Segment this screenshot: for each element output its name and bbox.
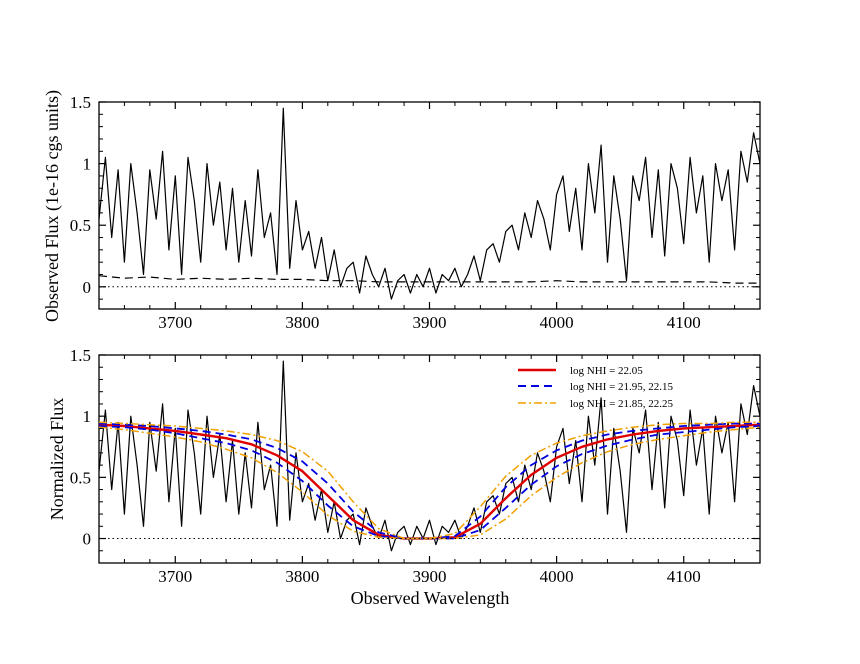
top-x-tick-label: 3900 xyxy=(413,313,447,332)
top-y-axis-title: Observed Flux (1e-16 cgs units) xyxy=(42,90,63,322)
x-axis-title: Observed Wavelength xyxy=(351,588,510,608)
bottom-x-tick-label: 3900 xyxy=(413,567,447,586)
bottom-y-tick-label: 0 xyxy=(83,530,92,549)
top-y-tick-label: 1.5 xyxy=(70,93,91,112)
top-axes-group: 3700 3800 3900 4000 4100 0 0.5 1 1.5 xyxy=(70,93,761,332)
bottom-y-axis-title: Normalized Flux xyxy=(47,398,67,520)
bottom-x-tick-label: 3800 xyxy=(285,567,319,586)
legend-label-red: log NHI = 22.05 xyxy=(570,365,643,377)
top-y-tick-label: 0.5 xyxy=(70,216,91,235)
bottom-x-tick-label: 3700 xyxy=(158,567,192,586)
top-x-tick-label: 3700 xyxy=(158,313,192,332)
top-panel: 3700 3800 3900 4000 4100 0 0.5 1 1.5 Observed Fl… xyxy=(42,90,761,332)
bottom-axes-group: 3700 3800 3900 4000 4100 0 0.5 1 1.5 xyxy=(70,346,761,586)
bottom-x-tick-label: 4000 xyxy=(540,567,574,586)
bottom-x-tick-label: 4100 xyxy=(667,567,701,586)
top-series-1-line xyxy=(99,275,760,284)
top-series-0-line xyxy=(99,107,760,300)
bottom-series-5-line xyxy=(99,426,760,540)
top-series-group xyxy=(99,107,760,300)
bottom-series-3-line xyxy=(99,425,760,540)
top-y-tick-label: 0 xyxy=(83,278,92,297)
legend: log NHI = 22.05 log NHI = 21.95, 22.15 l… xyxy=(518,365,674,410)
bottom-y-tick-label: 0.5 xyxy=(70,468,91,487)
bottom-panel: 3700 3800 3900 4000 4100 0 0.5 1 1.5 Normalized … xyxy=(47,346,761,608)
bottom-series-group xyxy=(99,360,760,552)
top-x-tick-label: 4000 xyxy=(540,313,574,332)
bottom-y-tick-label: 1 xyxy=(83,407,92,426)
legend-label-orange: log NHI = 21.85, 22.25 xyxy=(570,398,674,410)
top-x-tick-label: 3800 xyxy=(285,313,319,332)
legend-label-blue: log NHI = 21.95, 22.15 xyxy=(570,381,674,393)
top-y-tick-label: 1 xyxy=(83,155,92,174)
top-x-tick-label: 4100 xyxy=(667,313,701,332)
bottom-y-tick-label: 1.5 xyxy=(70,346,91,365)
